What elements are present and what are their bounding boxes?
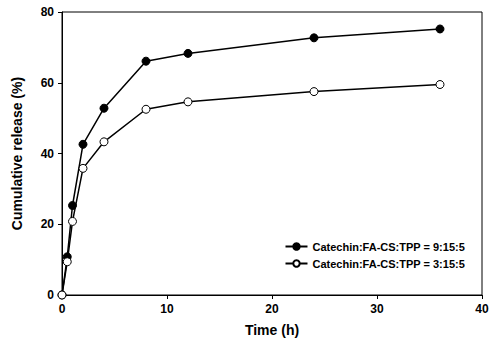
svg-text:40: 40 bbox=[41, 147, 55, 161]
svg-text:0: 0 bbox=[47, 288, 54, 302]
svg-text:20: 20 bbox=[265, 302, 279, 316]
svg-text:20: 20 bbox=[41, 217, 55, 231]
svg-text:0: 0 bbox=[59, 302, 66, 316]
svg-text:Catechin:FA-CS:TPP = 9:15:5: Catechin:FA-CS:TPP = 9:15:5 bbox=[312, 241, 464, 253]
svg-text:40: 40 bbox=[475, 302, 489, 316]
svg-text:Cumulative release (%): Cumulative release (%) bbox=[9, 77, 25, 230]
svg-text:Catechin:FA-CS:TPP = 3:15:5: Catechin:FA-CS:TPP = 3:15:5 bbox=[312, 258, 464, 270]
svg-text:80: 80 bbox=[41, 5, 55, 19]
svg-text:60: 60 bbox=[41, 76, 55, 90]
svg-text:30: 30 bbox=[370, 302, 384, 316]
svg-text:Time (h): Time (h) bbox=[245, 322, 299, 338]
svg-text:10: 10 bbox=[160, 302, 174, 316]
